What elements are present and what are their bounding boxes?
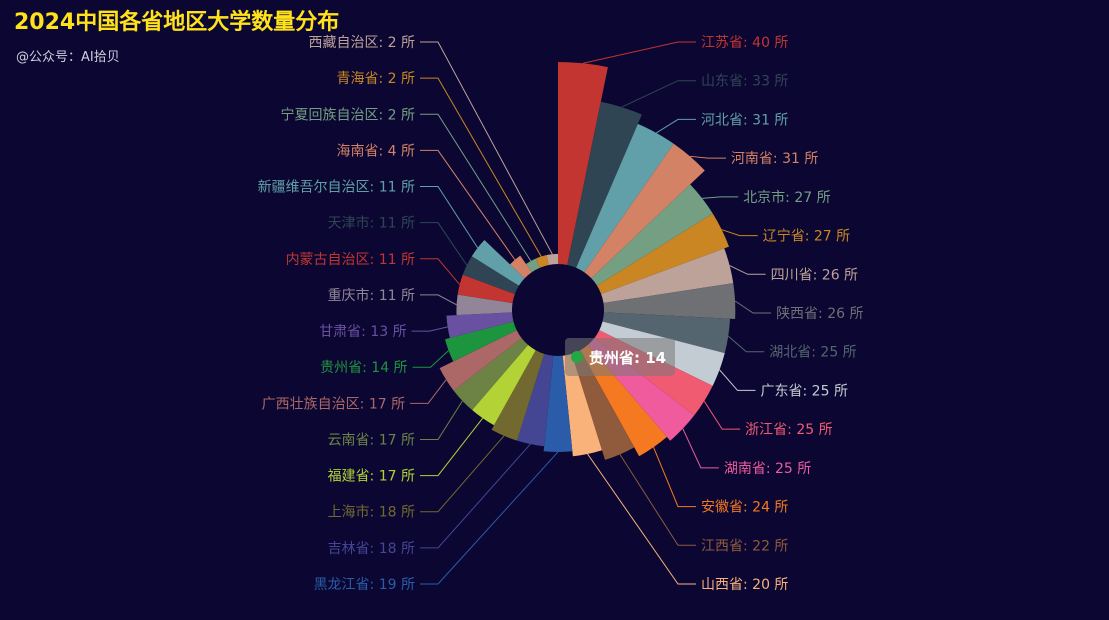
leader-line — [420, 435, 505, 513]
slice-17[interactable] — [491, 350, 545, 441]
leader-line — [420, 149, 516, 261]
slice-label: 河北省: 31 所 — [701, 112, 788, 128]
slice-label: 广西壮族自治区: 17 所 — [262, 396, 405, 412]
slice-label: 辽宁省: 27 所 — [763, 228, 850, 245]
slice-label: 安徽省: 24 所 — [701, 500, 788, 516]
slice-label: 广东省: 25 所 — [761, 383, 848, 399]
leader-line — [420, 443, 531, 549]
slice-label: 甘肃省: 13 所 — [319, 324, 406, 340]
slice-0[interactable] — [558, 62, 608, 265]
slice-label: 云南省: 17 所 — [328, 432, 415, 448]
slice-label: 上海市: 18 所 — [328, 504, 415, 521]
slice-1[interactable] — [567, 101, 642, 268]
leader-line — [410, 379, 447, 404]
slice-label: 山西省: 20 所 — [701, 577, 788, 593]
slice-18[interactable] — [472, 344, 536, 426]
leader-line — [412, 350, 449, 368]
slice-3[interactable] — [584, 143, 705, 279]
leader-line — [411, 326, 448, 332]
slice-label: 宁夏回族自治区: 2 所 — [280, 106, 415, 123]
slice-20[interactable] — [439, 330, 522, 391]
leader-line — [703, 400, 741, 430]
slice-23[interactable] — [456, 294, 513, 316]
slice-2[interactable] — [576, 123, 674, 273]
slice-5[interactable] — [597, 213, 729, 295]
leader-line — [420, 222, 468, 266]
slice-label: 湖南省: 25 所 — [724, 461, 811, 477]
slice-label: 河南省: 31 所 — [731, 151, 818, 167]
leader-line — [420, 451, 559, 585]
leader-line — [727, 335, 765, 353]
leader-line — [656, 118, 696, 134]
leader-line — [702, 196, 739, 199]
chart-subtitle: @公众号：AI拾贝 — [16, 50, 120, 65]
leader-line — [653, 447, 696, 508]
leader-line — [682, 428, 719, 469]
slice-4[interactable] — [591, 184, 713, 286]
slice-21[interactable] — [445, 321, 517, 362]
leader-line — [420, 400, 463, 440]
slice-label: 重庆市: 11 所 — [328, 287, 415, 304]
leader-line — [729, 265, 766, 275]
leader-line — [587, 453, 696, 585]
slice-label: 海南省: 4 所 — [336, 143, 415, 159]
slice-label: 天津市: 11 所 — [328, 215, 415, 232]
leader-line — [621, 80, 696, 108]
leader-line — [734, 300, 772, 314]
chart-title: 2024中国各省地区大学数量分布 — [14, 10, 340, 35]
slice-25[interactable] — [462, 256, 519, 295]
slice-label: 北京市: 27 所 — [743, 189, 830, 206]
slice-6[interactable] — [601, 248, 734, 304]
chart-center-hole — [513, 265, 603, 355]
slice-13[interactable] — [571, 350, 635, 460]
slice-27[interactable] — [510, 255, 532, 279]
slice-label: 内蒙古自治区: 11 所 — [286, 252, 415, 268]
slice-7[interactable] — [603, 283, 736, 319]
slice-8[interactable] — [602, 312, 731, 354]
leader-line — [719, 369, 756, 391]
slice-19[interactable] — [453, 338, 529, 411]
label-leaders — [410, 41, 772, 585]
slice-label: 贵州省: 14 所 — [320, 360, 407, 376]
slice-label: 湖北省: 25 所 — [769, 345, 856, 361]
leader-line — [420, 77, 542, 257]
slice-label: 山东省: 33 所 — [701, 74, 788, 90]
slice-label: 新疆维吾尔自治区: 11 所 — [258, 180, 415, 196]
leader-line — [420, 41, 553, 255]
slice-label: 四川省: 26 所 — [771, 267, 858, 283]
slice-label: 江苏省: 40 所 — [701, 35, 788, 51]
slice-29[interactable] — [535, 255, 549, 268]
slice-15[interactable] — [543, 355, 573, 452]
slice-label: 西藏自治区: 2 所 — [308, 35, 415, 51]
slice-16[interactable] — [517, 353, 554, 447]
leader-line — [721, 229, 758, 237]
slice-24[interactable] — [457, 274, 515, 304]
tooltip-label: 贵州省: 14 — [589, 348, 667, 367]
tooltip: 贵州省: 14 — [565, 338, 675, 376]
leader-line — [420, 417, 484, 477]
tooltip-marker — [571, 351, 583, 363]
slice-label: 浙江省: 25 所 — [745, 422, 832, 438]
slice-label: 陕西省: 26 所 — [776, 306, 863, 322]
slice-14[interactable] — [562, 353, 603, 457]
leader-line — [582, 41, 696, 64]
slice-label: 黑龙江省: 19 所 — [314, 577, 415, 593]
slice-label: 青海省: 2 所 — [336, 71, 415, 87]
slice-label: 吉林省: 18 所 — [328, 541, 415, 557]
slice-22[interactable] — [446, 312, 514, 338]
leader-line — [689, 155, 726, 159]
leader-line — [420, 113, 532, 262]
leader-line — [619, 454, 696, 546]
slice-label: 福建省: 17 所 — [328, 469, 415, 485]
slice-26[interactable] — [471, 240, 525, 286]
rose-slices — [439, 62, 736, 460]
slice-label: 江西省: 22 所 — [701, 538, 788, 554]
leader-line — [420, 294, 457, 306]
slice-28[interactable] — [525, 258, 540, 273]
slice-30[interactable] — [546, 253, 558, 265]
leader-line — [420, 258, 461, 285]
leader-line — [420, 186, 479, 249]
